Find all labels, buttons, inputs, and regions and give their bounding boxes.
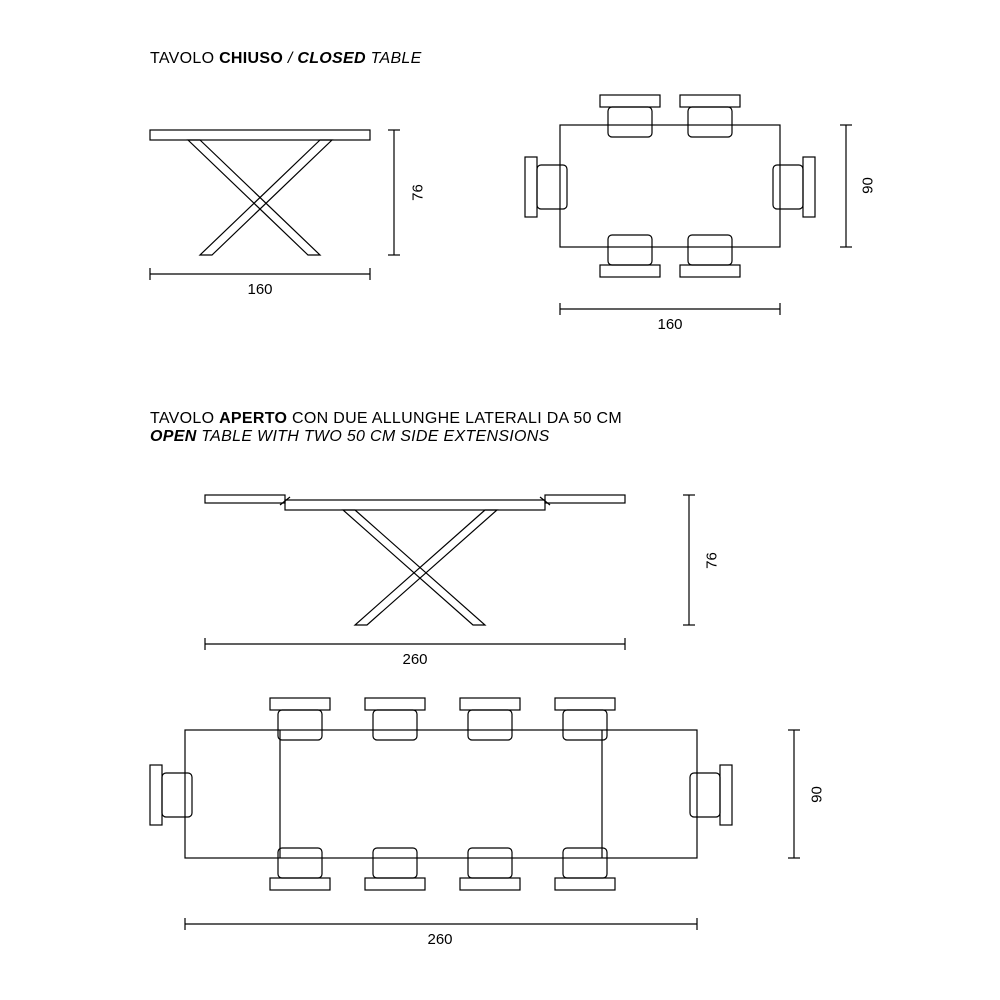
closed-title-it-prefix: TAVOLO — [150, 50, 219, 67]
open-side-height-label: 76 — [704, 551, 721, 571]
closed-top-width-label: 160 — [650, 316, 690, 333]
closed-top-depth-label: 90 — [860, 176, 877, 196]
closed-title-en-suffix: TABLE — [366, 50, 422, 67]
closed-side-view — [130, 110, 420, 290]
open-title-en-suffix: TABLE WITH TWO 50 CM SIDE EXTENSIONS — [197, 428, 550, 445]
open-side-view — [185, 475, 745, 675]
closed-title-en-bold: CLOSED — [297, 50, 365, 67]
closed-title-it-bold: CHIUSO — [219, 50, 283, 67]
open-title-it-bold: APERTO — [219, 410, 287, 427]
closed-side-height-label: 76 — [410, 183, 427, 203]
open-top-width-label: 260 — [420, 931, 460, 948]
open-title-it-prefix: TAVOLO — [150, 410, 219, 427]
open-title-en-bold: OPEN — [150, 428, 197, 445]
closed-table-title: TAVOLO CHIUSO / CLOSED TABLE — [150, 50, 422, 68]
closed-side-width-label: 160 — [240, 281, 280, 298]
open-top-depth-label: 90 — [809, 785, 826, 805]
open-side-width-label: 260 — [395, 651, 435, 668]
closed-title-sep: / — [283, 50, 297, 67]
open-table-title: TAVOLO APERTO CON DUE ALLUNGHE LATERALI … — [150, 410, 622, 446]
closed-top-view — [510, 85, 890, 355]
open-top-view — [120, 690, 890, 990]
open-title-it-suffix: CON DUE ALLUNGHE LATERALI DA 50 CM — [287, 410, 622, 427]
